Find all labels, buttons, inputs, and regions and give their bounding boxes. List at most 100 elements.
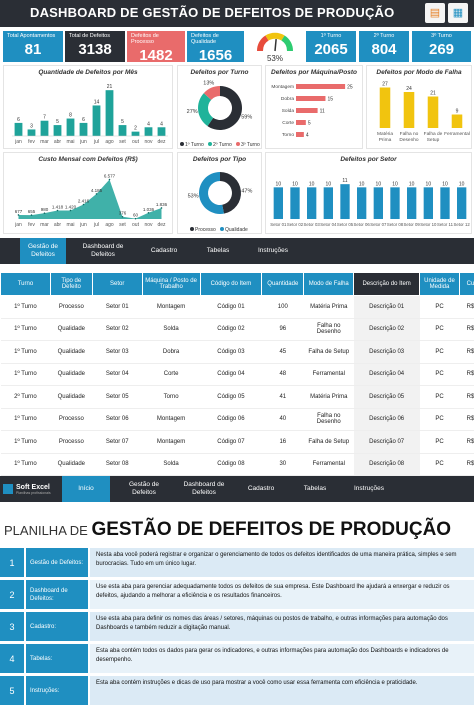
table-cell[interactable]: Montagem	[142, 295, 201, 319]
tab-dashboard-defeitos[interactable]: Dashboard de Defeitos	[183, 481, 225, 496]
table-cell[interactable]: Qualidade	[50, 363, 93, 386]
table-cell[interactable]: Ferramental	[303, 453, 354, 476]
table-cell[interactable]: Falha de Setup	[303, 430, 354, 454]
column-header[interactable]: Modo de Falha	[303, 272, 355, 296]
table-cell[interactable]: 48	[261, 363, 304, 386]
column-header[interactable]: Máquina / Posto de Trabalho	[141, 272, 201, 296]
table-cell[interactable]: 1º Turno	[0, 318, 51, 341]
table-cell[interactable]: Processo	[50, 408, 93, 431]
tab-tabelas[interactable]: Tabelas	[206, 247, 230, 254]
column-header[interactable]: Tipo de Defeito	[49, 272, 93, 296]
column-header[interactable]: Unidade de Medida	[419, 272, 460, 296]
table-cell[interactable]: Código 03	[200, 340, 262, 364]
table-cell[interactable]: PC	[419, 295, 460, 319]
table-cell[interactable]: Falha de Setup	[303, 340, 354, 364]
table-cell[interactable]: Descrição 06	[353, 408, 420, 431]
table-cell[interactable]: 2º Turno	[0, 385, 51, 409]
table-cell[interactable]: Descrição 01	[353, 295, 420, 319]
table-row[interactable]: 1º Turno Processo Setor 06 Montagem Código 0…	[0, 408, 474, 431]
table-cell[interactable]: Descrição 04	[353, 363, 420, 386]
table-row[interactable]: 2º Turno Qualidade Setor 05 Torno Código 05 4…	[0, 385, 474, 409]
tab-dashboard-defeitos[interactable]: Dashboard de Defeitos	[82, 243, 124, 258]
table-cell[interactable]: Código 06	[200, 408, 262, 431]
table-cell[interactable]: Setor 02	[92, 318, 143, 341]
table-cell[interactable]: Descrição 08	[353, 453, 420, 476]
table-cell[interactable]: Código 08	[200, 453, 262, 476]
tab-instrucoes[interactable]: Instruções	[258, 247, 288, 254]
table-cell[interactable]: 41	[261, 385, 304, 409]
table-cell[interactable]: 1º Turno	[0, 408, 51, 431]
table-cell[interactable]: R$	[459, 340, 474, 364]
table-cell[interactable]: R$	[459, 430, 474, 454]
table-row[interactable]: 1º Turno Qualidade Setor 02 Solda Código 02 9…	[0, 318, 474, 341]
table-cell[interactable]: R$	[459, 408, 474, 431]
table-cell[interactable]: Descrição 03	[353, 340, 420, 364]
report-icon[interactable]: ▦	[448, 3, 468, 23]
table-cell[interactable]: R$	[459, 453, 474, 476]
table-cell[interactable]: PC	[419, 318, 460, 341]
table-cell[interactable]: Solda	[142, 318, 201, 341]
table-cell[interactable]: R$	[459, 318, 474, 341]
table-cell[interactable]: 1º Turno	[0, 430, 51, 454]
table-cell[interactable]: Qualidade	[50, 318, 93, 341]
table-cell[interactable]: Corte	[142, 363, 201, 386]
tab-gestao-defeitos[interactable]: Gestão de Defeitos	[20, 238, 66, 264]
table-cell[interactable]: Falha no Desenho	[303, 408, 354, 431]
table-cell[interactable]: PC	[419, 340, 460, 364]
column-header[interactable]: Setor	[91, 272, 143, 296]
table-cell[interactable]: PC	[419, 453, 460, 476]
table-row[interactable]: 1º Turno Qualidade Setor 03 Dobra Código 03 4…	[0, 340, 474, 364]
column-header[interactable]: Turno	[0, 272, 51, 296]
table-cell[interactable]: Código 07	[200, 430, 262, 454]
table-cell[interactable]: Setor 03	[92, 340, 143, 364]
table-cell[interactable]: Descrição 07	[353, 430, 420, 454]
table-cell[interactable]: 16	[261, 430, 304, 454]
table-cell[interactable]: Descrição 02	[353, 318, 420, 341]
table-cell[interactable]: PC	[419, 408, 460, 431]
chart-icon[interactable]: ▤	[425, 3, 445, 23]
table-cell[interactable]: 1º Turno	[0, 363, 51, 386]
table-cell[interactable]: Processo	[50, 430, 93, 454]
table-cell[interactable]: Ferramental	[303, 363, 354, 386]
table-cell[interactable]: Matéria Prima	[303, 385, 354, 409]
tab-gestao-defeitos[interactable]: Gestão de Defeitos	[129, 481, 159, 496]
tab-instrucoes[interactable]: Instruções	[354, 485, 384, 492]
column-header[interactable]: Cu	[458, 272, 474, 296]
table-cell[interactable]: Setor 08	[92, 453, 143, 476]
table-cell[interactable]: 30	[261, 453, 304, 476]
table-cell[interactable]: 100	[261, 295, 304, 319]
tab-tabelas[interactable]: Tabelas	[303, 485, 327, 492]
table-cell[interactable]: Setor 06	[92, 408, 143, 431]
table-cell[interactable]: Falha no Desenho	[303, 318, 354, 341]
table-row[interactable]: 1º Turno Qualidade Setor 08 Solda Código 08 3…	[0, 453, 474, 476]
table-cell[interactable]: Qualidade	[50, 385, 93, 409]
tab-cadastro[interactable]: Cadastro	[150, 247, 178, 254]
column-header[interactable]: Descrição do Item	[353, 272, 421, 296]
table-cell[interactable]: Código 04	[200, 363, 262, 386]
table-cell[interactable]: R$	[459, 385, 474, 409]
table-cell[interactable]: Montagem	[142, 408, 201, 431]
table-cell[interactable]: Processo	[50, 295, 93, 319]
table-cell[interactable]: 40	[261, 408, 304, 431]
table-row[interactable]: 1º Turno Processo Setor 07 Montagem Código 0…	[0, 430, 474, 454]
table-row[interactable]: 1º Turno Processo Setor 01 Montagem Código 0…	[0, 295, 474, 319]
column-header[interactable]: Quantidade	[261, 272, 305, 296]
tab-inicio[interactable]: Início	[62, 476, 110, 502]
table-cell[interactable]: 1º Turno	[0, 295, 51, 319]
table-cell[interactable]: 96	[261, 318, 304, 341]
table-cell[interactable]: Descrição 05	[353, 385, 420, 409]
table-cell[interactable]: Código 05	[200, 385, 262, 409]
table-row[interactable]: 1º Turno Qualidade Setor 04 Corte Código 04 4…	[0, 363, 474, 386]
table-cell[interactable]: Setor 01	[92, 295, 143, 319]
table-cell[interactable]: 1º Turno	[0, 453, 51, 476]
column-header[interactable]: Código do Item	[199, 272, 263, 296]
table-cell[interactable]: Setor 05	[92, 385, 143, 409]
table-cell[interactable]: 45	[261, 340, 304, 364]
table-cell[interactable]: PC	[419, 385, 460, 409]
table-cell[interactable]: Montagem	[142, 430, 201, 454]
table-cell[interactable]: Dobra	[142, 340, 201, 364]
table-cell[interactable]: Código 02	[200, 318, 262, 341]
table-cell[interactable]: 1º Turno	[0, 340, 51, 364]
table-cell[interactable]: Qualidade	[50, 340, 93, 364]
table-cell[interactable]: Solda	[142, 453, 201, 476]
